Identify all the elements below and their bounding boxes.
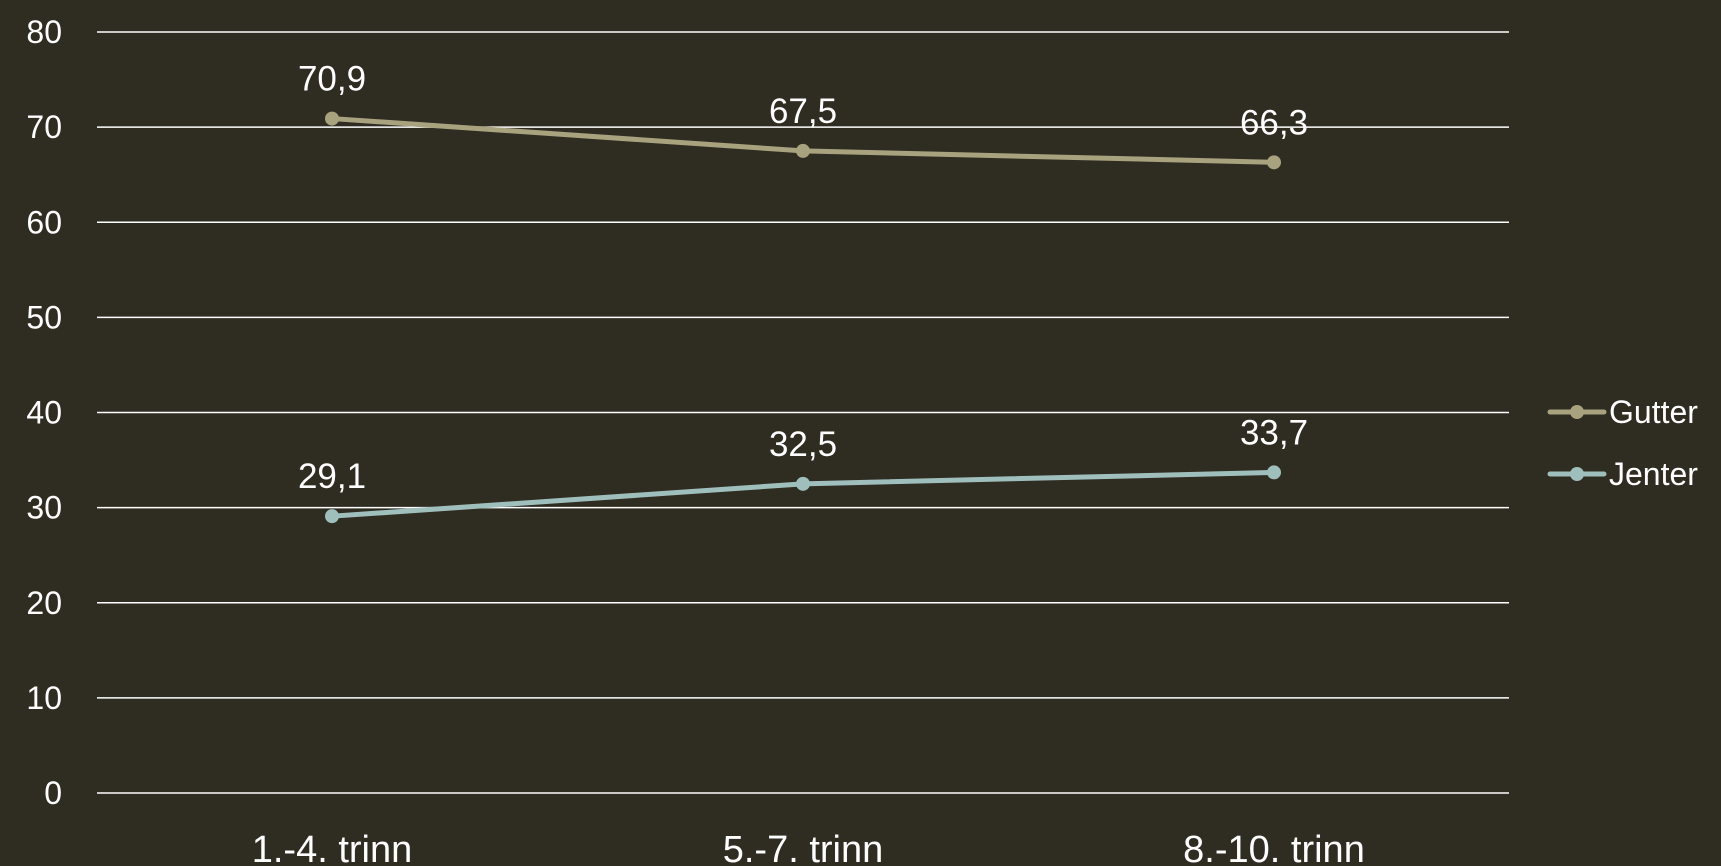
x-tick-label: 1.-4. trinn <box>252 829 413 866</box>
gridlines <box>97 31 1509 794</box>
data-point <box>1267 155 1281 170</box>
data-point <box>796 476 810 491</box>
data-point <box>796 143 810 158</box>
y-tick-label: 0 <box>44 775 62 811</box>
data-label: 67,5 <box>769 92 837 131</box>
x-tick-label: 5.-7. trinn <box>723 829 884 866</box>
legend-label: Gutter <box>1609 394 1698 430</box>
legend-label: Jenter <box>1609 456 1698 492</box>
y-tick-label: 60 <box>26 204 62 240</box>
y-tick-label: 10 <box>26 680 62 716</box>
series-gutter: 70,9 67,5 66,3 <box>298 60 1308 170</box>
data-label: 70,9 <box>298 60 366 99</box>
y-tick-label: 80 <box>26 14 62 50</box>
x-tick-label: 8.-10. trinn <box>1183 829 1365 866</box>
legend-item-gutter: Gutter <box>1547 394 1698 430</box>
legend-item-jenter: Jenter <box>1547 456 1698 492</box>
data-label: 33,7 <box>1240 413 1308 452</box>
data-point <box>1267 465 1281 480</box>
data-label: 32,5 <box>769 425 837 464</box>
y-tick-label: 30 <box>26 490 62 526</box>
x-axis-ticks: 1.-4. trinn 5.-7. trinn 8.-10. trinn <box>252 829 1365 866</box>
y-tick-label: 70 <box>26 109 62 145</box>
series: 70,9 67,5 66,3 29,1 32,5 33,7 <box>298 60 1308 524</box>
y-tick-label: 50 <box>26 299 62 335</box>
legend: Gutter Jenter <box>1547 394 1698 492</box>
y-tick-label: 40 <box>26 395 62 431</box>
data-label: 29,1 <box>298 457 366 496</box>
series-jenter: 29,1 32,5 33,7 <box>298 413 1308 524</box>
y-axis-ticks: 0 10 20 30 40 50 60 70 80 <box>26 14 62 811</box>
legend-marker <box>1570 405 1584 419</box>
data-label: 66,3 <box>1240 103 1308 142</box>
y-tick-label: 20 <box>26 585 62 621</box>
data-point <box>325 509 339 524</box>
legend-marker <box>1570 467 1584 481</box>
data-point <box>325 111 339 126</box>
